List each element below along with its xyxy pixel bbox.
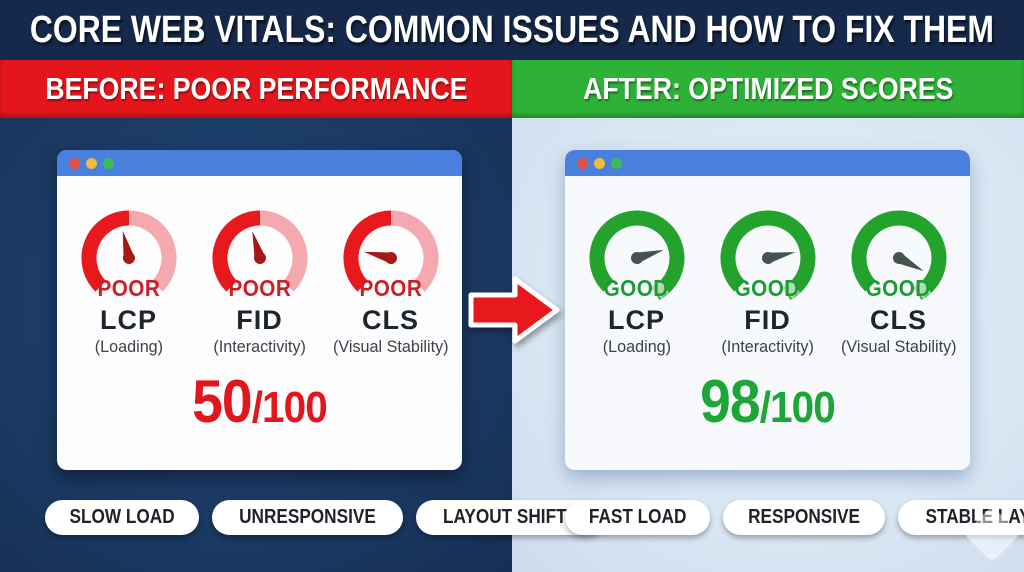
tag-label: UNRESPONSIVE (239, 506, 377, 528)
metric-abbr: LCP (100, 305, 157, 335)
header-before: BEFORE: POOR PERFORMANCE (0, 60, 512, 118)
metric-desc: (Visual Stability) (840, 337, 957, 356)
gauge-needle-icon (251, 231, 266, 264)
tag-label: LAYOUT SHIFTS (443, 506, 579, 528)
header-before-label: BEFORE: POOR PERFORMANCE (44, 71, 468, 106)
browser-card-before: POOR LCP (Loading) POOR FID (Interactivi… (57, 150, 462, 470)
status-label: GOOD (734, 275, 801, 301)
tag-label: SLOW LOAD (69, 506, 175, 528)
score-before: 50/100 (73, 367, 446, 436)
metric-abbr: CLS (362, 305, 419, 335)
tag-row-after: FAST LOAD RESPONSIVE STABLE LAYOUT (565, 500, 1024, 535)
metric-fid-after: GOOD FID (Interactivity) (702, 202, 833, 357)
window-dot-yellow-icon (594, 157, 605, 169)
tag-pill: UNRESPONSIVE (212, 500, 404, 535)
gauge-row-after: GOOD LCP (Loading) GOOD FID (Interactivi… (565, 202, 970, 357)
browser-titlebar (565, 150, 970, 176)
speedometer-gauge-icon (850, 210, 946, 300)
score-after: 98/100 (581, 367, 954, 436)
score-value: 98 (700, 368, 760, 435)
speedometer-gauge-icon (588, 210, 684, 300)
score-denominator: /100 (251, 383, 328, 432)
window-dot-green-icon (611, 157, 622, 169)
gauge-needle-icon (122, 230, 135, 264)
metric-abbr: LCP (608, 305, 665, 335)
gauge-row-before: POOR LCP (Loading) POOR FID (Interactivi… (57, 202, 462, 357)
metric-lcp-before: POOR LCP (Loading) (63, 202, 194, 357)
window-dot-red-icon (69, 157, 80, 169)
metric-fid-before: POOR FID (Interactivity) (194, 202, 325, 357)
status-label: GOOD (865, 275, 932, 301)
card-body-after: GOOD LCP (Loading) GOOD FID (Interactivi… (565, 176, 970, 436)
metric-desc: (Interactivity) (213, 337, 306, 356)
browser-card-after: GOOD LCP (Loading) GOOD FID (Interactivi… (565, 150, 970, 470)
metric-abbr: CLS (870, 305, 927, 335)
right-arrow-icon (468, 276, 560, 344)
metric-desc: (Visual Stability) (332, 337, 449, 356)
status-label: POOR (359, 275, 422, 301)
metric-cls-after: GOOD CLS (Visual Stability) (833, 202, 964, 357)
speedometer-gauge-icon (80, 210, 177, 292)
status-label: POOR (228, 275, 291, 301)
status-label: POOR (97, 275, 160, 301)
speedometer-gauge-icon (342, 210, 439, 292)
header-after: AFTER: OPTIMIZED SCORES (512, 60, 1024, 118)
tag-pill: FAST LOAD (565, 500, 711, 535)
page-title: CORE WEB VITALS: COMMON ISSUES AND HOW T… (29, 8, 995, 51)
speedometer-gauge-icon (719, 210, 815, 300)
metric-abbr: FID (744, 305, 791, 335)
score-value: 50 (192, 368, 252, 435)
metric-desc: (Loading) (602, 337, 671, 356)
window-dot-red-icon (577, 157, 588, 169)
metric-lcp-after: GOOD LCP (Loading) (571, 202, 702, 357)
gauge-needle-icon (892, 252, 924, 272)
metric-cls-before: POOR CLS (Visual Stability) (325, 202, 456, 357)
speedometer-gauge-icon (211, 210, 308, 292)
tag-label: FAST LOAD (588, 506, 687, 528)
banner: CORE WEB VITALS: COMMON ISSUES AND HOW T… (0, 0, 1024, 60)
metric-desc: (Interactivity) (721, 337, 814, 356)
status-label: GOOD (603, 275, 670, 301)
tag-pill: RESPONSIVE (723, 500, 886, 535)
tag-row-before: SLOW LOAD UNRESPONSIVE LAYOUT SHIFTS (45, 500, 606, 535)
metric-abbr: FID (236, 305, 283, 335)
header-after-label: AFTER: OPTIMIZED SCORES (582, 71, 954, 106)
gauge-needle-icon (630, 249, 664, 264)
tag-label: RESPONSIVE (748, 506, 861, 528)
tag-pill: SLOW LOAD (45, 500, 200, 535)
card-body-before: POOR LCP (Loading) POOR FID (Interactivi… (57, 176, 462, 436)
gauge-needle-icon (363, 251, 397, 264)
gauge-needle-icon (761, 252, 795, 264)
browser-titlebar (57, 150, 462, 176)
window-dot-green-icon (103, 157, 114, 169)
score-denominator: /100 (759, 383, 836, 432)
window-dot-yellow-icon (86, 157, 97, 169)
metric-desc: (Loading) (94, 337, 163, 356)
